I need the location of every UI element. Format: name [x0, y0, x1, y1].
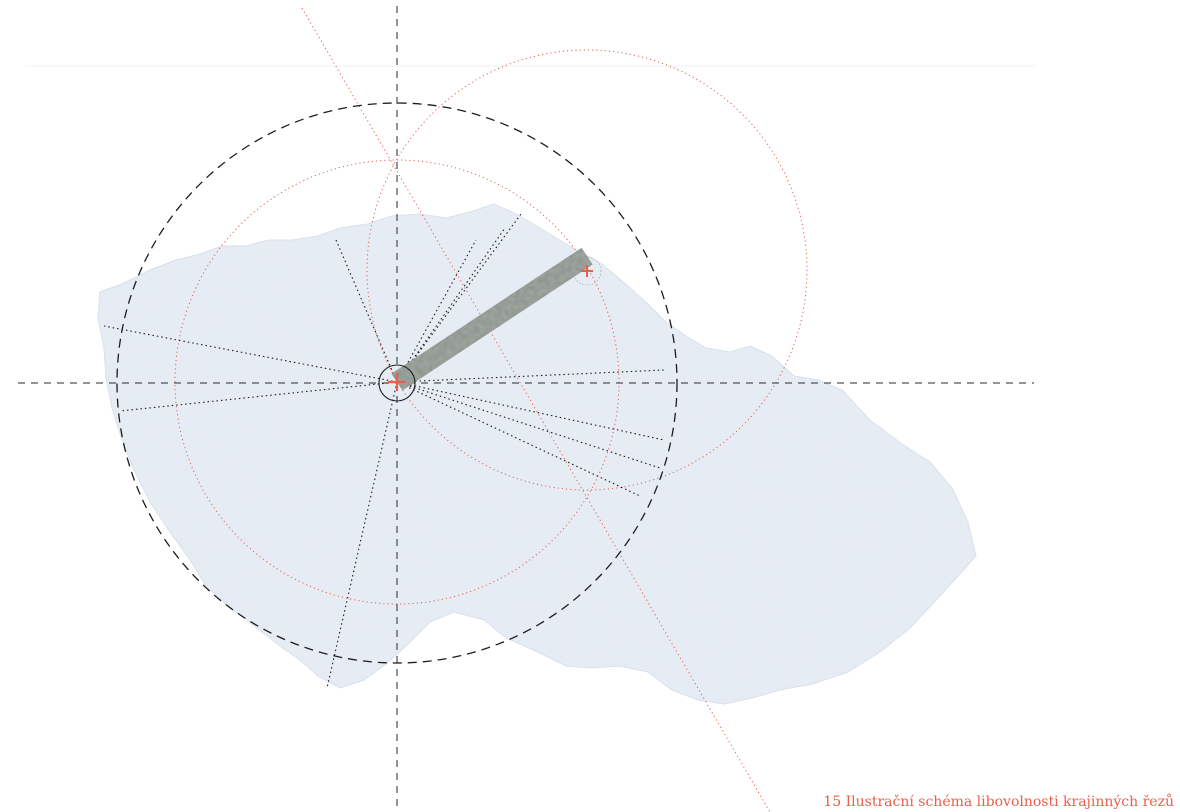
- terrain-strip: [391, 247, 593, 391]
- radial-lines: [103, 213, 665, 689]
- figure-caption: 15 Ilustrační schéma libovolnosti krajin…: [823, 794, 1174, 810]
- red-dotted-guides: [174, 7, 808, 812]
- dashed-circle: [116, 102, 678, 664]
- red-circle-right: [366, 49, 808, 491]
- crosshair-axes: [18, 6, 1034, 812]
- red-circle-left: [174, 159, 620, 605]
- centre-circle: [378, 364, 416, 402]
- cross-marker-end-icon: [581, 265, 593, 277]
- strip-end-circle: [572, 256, 602, 286]
- terrain-map: [97, 203, 977, 705]
- cross-marker-icon: [388, 373, 406, 391]
